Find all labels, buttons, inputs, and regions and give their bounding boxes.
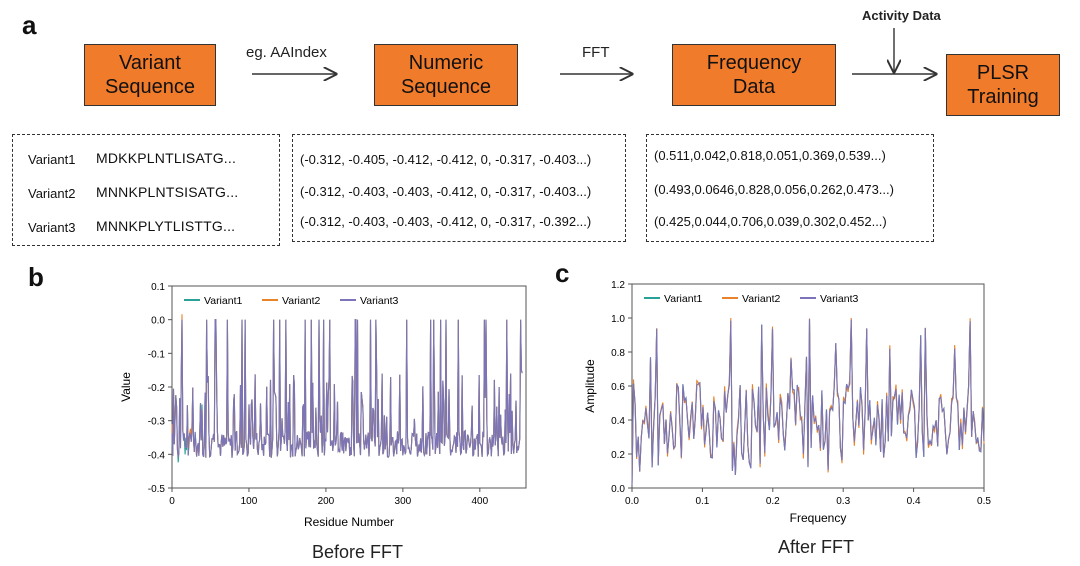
panel-label-a: a: [22, 10, 37, 40]
numeric-row-2: (-0.312, -0.403, -0.403, -0.412, 0, -0.3…: [300, 184, 592, 199]
y-tick-label: -0.1: [148, 349, 166, 360]
numeric-row-1: (-0.312, -0.405, -0.412, -0.412, 0, -0.3…: [300, 152, 592, 167]
frequency-data-rows-box: [646, 134, 934, 242]
y-tick-label: 0.0: [611, 484, 625, 495]
frequency-row-2: (0.493,0.0646,0.828,0.056,0.262,0.473...…: [654, 182, 894, 197]
x-tick-label: 400: [471, 496, 488, 507]
x-axis-label: Frequency: [790, 511, 847, 525]
frequency-row-3: (0.425,0.044,0.706,0.039,0.302,0.452...): [654, 214, 887, 229]
after-fft-caption: After FFT: [778, 537, 854, 557]
chart-after-fft: 1.2 1.0 0.8 0.6 0.4 0.2 0.0 0.0 0.1 0.2 0.3 0.4 0.5…: [583, 280, 991, 525]
y-tick-label: 0.6: [611, 382, 625, 393]
series-line-variant3: [171, 319, 523, 458]
activity-data-label: Activity Data: [862, 8, 941, 23]
variant2-seq: MNNKPLNTSISATG...: [96, 184, 239, 200]
plsr-training-box: PLSR Training: [946, 54, 1060, 116]
frequency-row-1: (0.511,0.042,0.818,0.051,0.369,0.539...): [654, 148, 886, 163]
numeric-sequence-box: Numeric Sequence: [374, 44, 518, 106]
variant-sequence-box: Variant Sequence: [84, 44, 216, 106]
legend: Variant1 Variant2 Variant3: [184, 295, 398, 307]
y-tick-label: 1.2: [611, 280, 625, 291]
y-tick-label: 1.0: [611, 314, 625, 325]
legend-label-variant3: Variant3: [820, 293, 858, 305]
x-axis-label: Residue Number: [304, 515, 394, 529]
x-tick-label: 0: [169, 496, 175, 507]
y-tick-label: -0.3: [148, 417, 166, 428]
x-tick-label: 100: [241, 496, 258, 507]
variant3-seq: MNNKPLYTLISTTG...: [96, 218, 236, 234]
y-axis-label: Value: [119, 372, 133, 402]
y-tick-label: 0.8: [611, 348, 625, 359]
x-tick-label: 0.3: [836, 496, 850, 507]
x-tick-label: 0.0: [625, 496, 639, 507]
series-line-variant2: [171, 314, 523, 458]
flow-arrows: [252, 28, 1080, 140]
legend-label-variant3: Variant3: [360, 295, 398, 307]
variant1-seq: MDKKPLNTLISATG...: [96, 150, 237, 166]
x-ticks: 0.0 0.1 0.2 0.3 0.4 0.5: [625, 488, 991, 507]
variant3-name: Variant3: [28, 220, 76, 235]
panel-label-b: b: [28, 262, 44, 292]
arrow-label-aaindex: eg. AAIndex: [246, 44, 327, 61]
frequency-data-box: Frequency Data: [672, 44, 836, 106]
y-ticks: 1.2 1.0 0.8 0.6 0.4 0.2 0.0: [611, 280, 632, 495]
legend: Variant1 Variant2 Variant3: [644, 293, 858, 305]
legend-label-variant2: Variant2: [742, 293, 780, 305]
numeric-row-3: (-0.312, -0.403, -0.403, -0.412, 0, -0.3…: [300, 214, 592, 229]
y-ticks: 0.1 0.0 -0.1 -0.2 -0.3 -0.4 -0.5: [148, 282, 172, 495]
plot-frame: [171, 285, 527, 489]
legend-label-variant1: Variant1: [664, 293, 702, 305]
y-tick-label: -0.4: [148, 450, 166, 461]
x-tick-label: 300: [395, 496, 412, 507]
legend-label-variant1: Variant1: [204, 295, 242, 307]
series-lines: [631, 317, 985, 485]
variant-sequences-box: [12, 134, 280, 246]
x-ticks: 0 100 200 300 400: [169, 488, 489, 507]
x-tick-label: 0.4: [907, 496, 921, 507]
y-tick-label: 0.4: [611, 416, 625, 427]
y-tick-label: 0.0: [151, 316, 165, 327]
y-tick-label: -0.2: [148, 383, 166, 394]
legend-label-variant2: Variant2: [282, 295, 320, 307]
x-tick-label: 0.2: [766, 496, 780, 507]
y-axis-label: Amplitude: [583, 359, 597, 413]
series-line-variant3: [631, 319, 985, 485]
y-tick-label: 0.1: [151, 282, 165, 293]
x-tick-label: 0.1: [695, 496, 709, 507]
y-tick-label: 0.2: [611, 450, 625, 461]
before-fft-caption: Before FFT: [312, 542, 404, 562]
y-tick-label: -0.5: [148, 484, 166, 495]
arrow-label-fft: FFT: [582, 44, 610, 61]
panel-label-c: c: [555, 258, 570, 288]
numeric-sequences-box: [292, 134, 626, 242]
variant2-name: Variant2: [28, 186, 76, 201]
x-tick-label: 200: [318, 496, 335, 507]
series-lines: [171, 314, 523, 463]
variant1-name: Variant1: [28, 152, 76, 167]
x-tick-label: 0.5: [977, 496, 991, 507]
chart-before-fft: 0.1 0.0 -0.1 -0.2 -0.3 -0.4 -0.5 0 100 200 300 400…: [119, 282, 527, 529]
